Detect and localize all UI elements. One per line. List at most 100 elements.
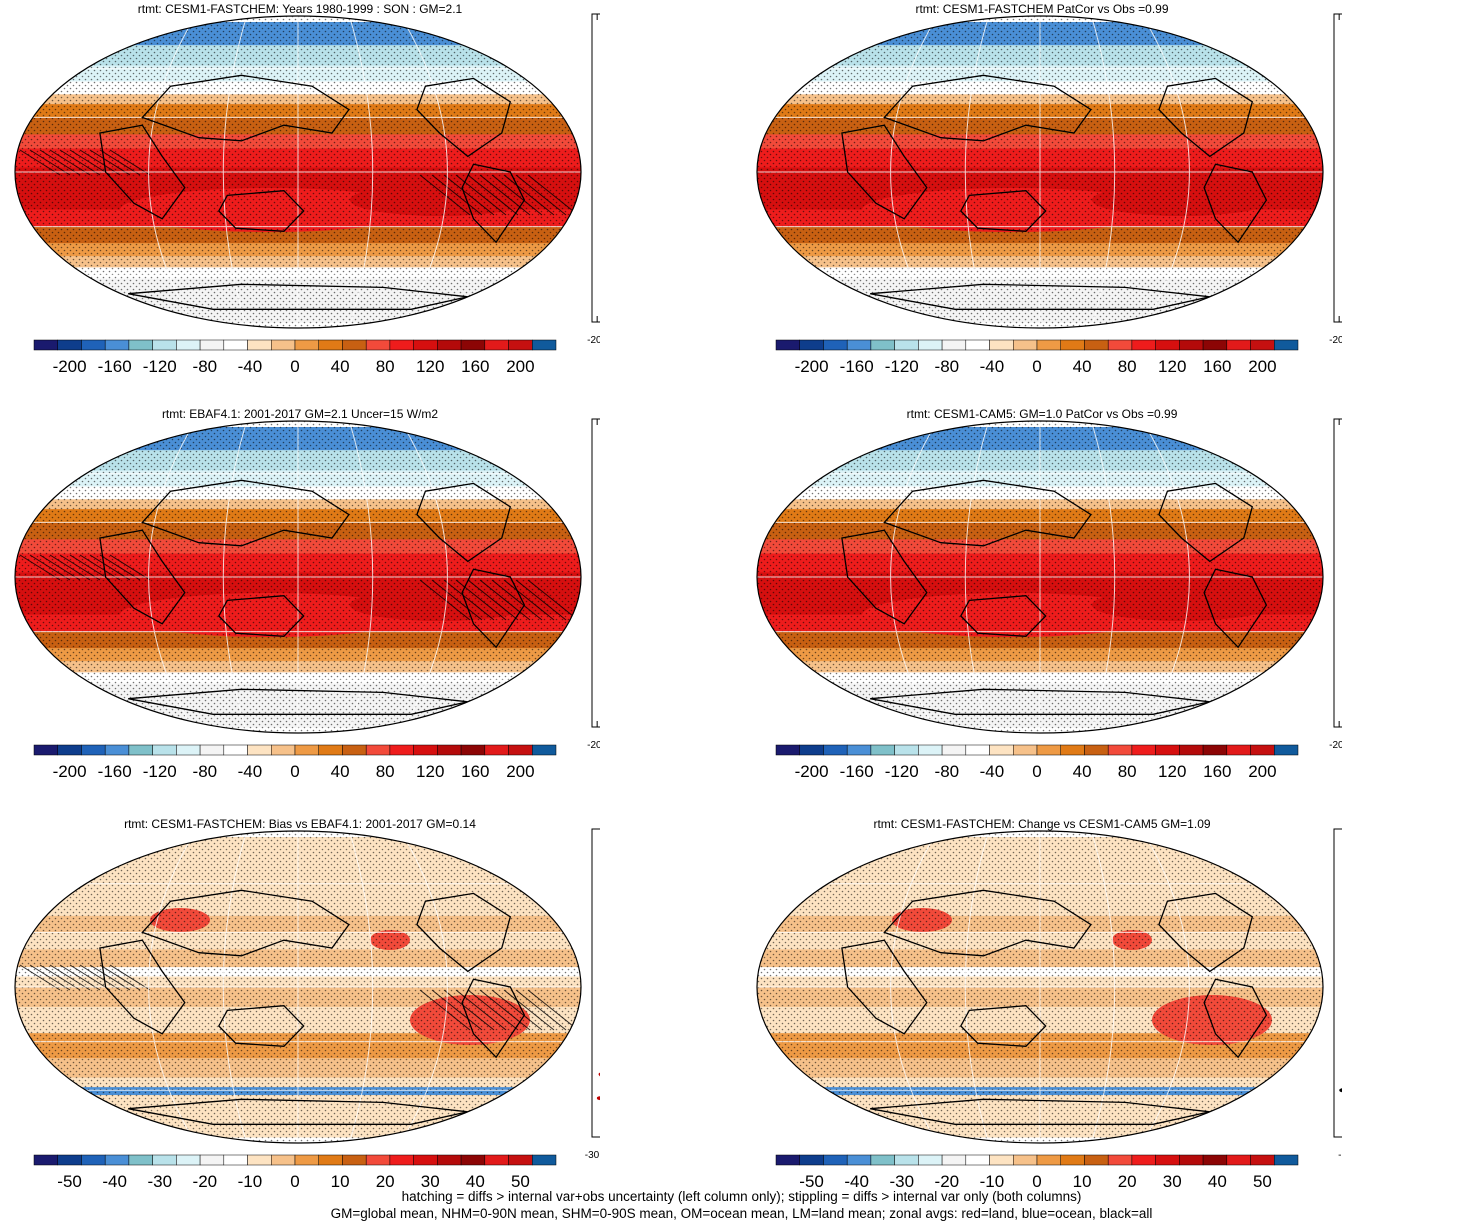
colorbar-tick-label: -30	[889, 1172, 914, 1191]
colorbar-swatch	[104, 339, 130, 351]
continent-outline	[1158, 892, 1254, 973]
colorbar-swatch	[1202, 1154, 1228, 1166]
zonal-frame	[591, 828, 600, 1138]
continent-outline	[841, 124, 928, 220]
graticule	[757, 421, 1323, 733]
colorbar-swatch	[1179, 1154, 1204, 1166]
colorbar-swatch	[941, 1154, 967, 1166]
zonal-mean-panel: W m-2-30-10103060N30N030S60S	[585, 828, 600, 1161]
colorbar-swatch	[1179, 744, 1204, 756]
colorbar-swatch	[1107, 339, 1133, 351]
colorbar-swatch	[247, 744, 272, 756]
colorbar-swatch	[775, 744, 800, 756]
panel-title: rtmt: CESM1-CAM5: GM=1.0 PatCor vs Obs =…	[906, 407, 1178, 421]
colorbar-swatch	[342, 1154, 367, 1166]
colorbar-swatch	[799, 1154, 824, 1166]
colorbar-swatch	[1084, 339, 1109, 351]
continent-outline	[217, 1005, 305, 1047]
colorbar-swatch	[1274, 744, 1299, 756]
colorbar-tick-label: -40	[844, 1172, 869, 1191]
colorbar-swatch	[823, 744, 848, 756]
colorbar-swatch	[1084, 1154, 1109, 1166]
colorbar-tick-label: 30	[1163, 1172, 1182, 1191]
colorbar-tick-label: -10	[980, 1172, 1005, 1191]
colorbar-swatch	[894, 744, 919, 756]
colorbar-tick-label: 0	[290, 762, 299, 781]
colorbar-swatch	[846, 1154, 872, 1166]
colorbar-swatch	[823, 1154, 848, 1166]
colorbar-swatch	[33, 744, 58, 756]
footer-note-2: GM=global mean, NHM=0-90N mean, SHM=0-90…	[330, 1206, 1153, 1221]
continent-outline	[99, 529, 186, 625]
continent-outline	[217, 190, 305, 232]
colorbar-swatch	[1179, 339, 1204, 351]
colorbar-swatch	[941, 339, 967, 351]
colorbar-tick-label: -160	[840, 762, 874, 781]
graticule	[15, 831, 581, 1143]
footer-note-1: hatching = diffs > internal var+obs unce…	[401, 1189, 1082, 1204]
colorbar-tick-label: 200	[1248, 762, 1276, 781]
colorbar-swatch	[223, 744, 248, 756]
colorbar-tick-label: -200	[53, 357, 87, 376]
colorbar-swatch	[846, 744, 872, 756]
colorbar-swatch	[894, 339, 919, 351]
colorbar-tick-label: 20	[1118, 1172, 1137, 1191]
colorbar-swatch	[989, 339, 1014, 351]
colorbar-swatch	[128, 1154, 153, 1166]
colorbar-tick-label: -200	[795, 357, 829, 376]
colorbar-swatch	[271, 339, 296, 351]
colorbar-swatch	[1036, 744, 1061, 756]
global-map: -50 -40 -30 -20 -10 0 10 20 30 40 50 W m-2-20060N30…	[756, 828, 1342, 1191]
colorbar-swatch	[918, 1154, 943, 1166]
colorbar-swatch	[294, 1154, 319, 1166]
colorbar-swatch	[389, 1154, 414, 1166]
continent-outline	[883, 74, 1092, 142]
continent-outline	[141, 889, 350, 957]
continent-outline	[883, 889, 1092, 957]
colorbar-tick-label: 120	[416, 357, 444, 376]
colorbar-swatch	[271, 1154, 296, 1166]
colorbar-tick-label: 40	[1208, 1172, 1227, 1191]
colorbar-tick-label: 40	[466, 1172, 485, 1191]
colorbar-tick-label: 200	[506, 762, 534, 781]
continent-outline	[959, 1005, 1047, 1047]
colorbar-tick-label: 10	[331, 1172, 350, 1191]
colorbar-swatch	[799, 339, 824, 351]
colorbar-swatch	[199, 339, 225, 351]
colorbar-tick-label: 120	[1158, 762, 1186, 781]
colorbar-swatch	[918, 744, 943, 756]
colorbar-swatch	[199, 744, 225, 756]
colorbar-swatch	[870, 1154, 895, 1166]
panel-title: rtmt: CESM1-FASTCHEM: Bias vs EBAF4.1: 2…	[124, 817, 476, 831]
colorbar-swatch	[318, 339, 343, 351]
zonal-mean-panel: W m-2-200-100010060N30N030S60S	[587, 13, 600, 346]
continent-outline	[416, 482, 512, 563]
colorbar-tick-label: 160	[461, 762, 489, 781]
zonal-frame	[591, 418, 600, 728]
colorbar-swatch	[1107, 744, 1133, 756]
continent-outline	[1158, 482, 1254, 563]
graticule	[15, 421, 581, 733]
map-border	[14, 830, 582, 1144]
colorbar-tick-label: -10	[238, 1172, 263, 1191]
panel-title: rtmt: CESM1-FASTCHEM PatCor vs Obs =0.99	[915, 2, 1169, 16]
colorbar-swatch	[176, 339, 201, 351]
x-tick-label: -200	[587, 740, 600, 751]
colorbar: -50 -40 -30 -20 -10 0 10 20 30 40 50	[775, 1154, 1299, 1191]
x-tick-label: -30	[585, 1150, 600, 1161]
colorbar-swatch	[294, 339, 319, 351]
colorbar-swatch	[176, 1154, 201, 1166]
colorbar-swatch	[1084, 744, 1109, 756]
colorbar-swatch	[484, 339, 509, 351]
continent-outline	[416, 77, 512, 158]
continent-outline	[1203, 163, 1268, 244]
colorbar: -50 -40 -30 -20 -10 0 10 20 30 40 50	[33, 1154, 557, 1191]
colorbar-tick-label: -40	[238, 762, 263, 781]
colorbar-swatch	[365, 339, 391, 351]
colorbar-swatch	[413, 339, 438, 351]
colorbar-tick-label: -120	[143, 357, 177, 376]
colorbar-tick-label: 80	[376, 357, 395, 376]
colorbar-tick-label: 50	[1253, 1172, 1272, 1191]
colorbar-swatch	[918, 339, 943, 351]
colorbar-tick-label: -80	[935, 357, 960, 376]
